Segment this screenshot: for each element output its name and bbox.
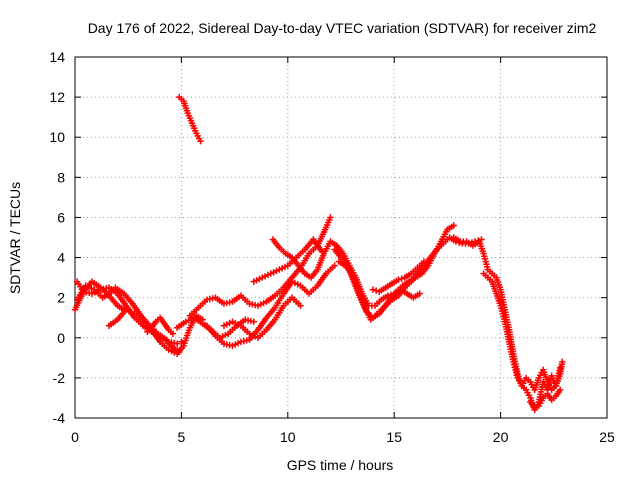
- x-axis-label: GPS time / hours: [287, 457, 394, 473]
- y-tick-label: 2: [57, 290, 65, 306]
- y-axis-label: SDTVAR / TECUs: [7, 182, 23, 294]
- x-tick-label: 15: [386, 429, 402, 445]
- data-point: [420, 258, 428, 265]
- y-tick-label: 14: [49, 49, 65, 65]
- axes-layer: 0 5 10 15 20 25 -4 -2 0 2 4 6 8 10 12 14: [49, 49, 615, 445]
- x-tick-label: 10: [280, 429, 296, 445]
- data-series-track-18: [527, 386, 564, 412]
- data-point: [416, 290, 423, 297]
- data-series-track-14: [335, 222, 457, 323]
- x-tick-label: 20: [493, 429, 509, 445]
- y-tick-label: -2: [53, 370, 66, 386]
- chart-title: Day 176 of 2022, Sidereal Day-to-day VTE…: [88, 20, 597, 36]
- data-series-track-10: [220, 294, 304, 341]
- data-point: [169, 330, 177, 337]
- data-series-track-17: [480, 270, 566, 394]
- data-point: [331, 262, 338, 269]
- data-point: [395, 276, 402, 283]
- y-tick-label: -4: [53, 410, 66, 426]
- data-point: [197, 138, 204, 145]
- y-tick-label: 6: [57, 209, 65, 225]
- data-series-track-6: [176, 93, 204, 145]
- data-point: [531, 404, 538, 412]
- grid-layer: [75, 57, 607, 418]
- data-point: [559, 358, 566, 366]
- data-series-track-5: [144, 314, 177, 337]
- data-point: [369, 286, 377, 293]
- y-tick-label: 8: [57, 169, 65, 185]
- y-tick-label: 0: [57, 330, 65, 346]
- x-tick-label: 5: [178, 429, 186, 445]
- data-series-track-15: [369, 258, 428, 295]
- plot-frame: [74, 56, 608, 419]
- y-tick-label: 12: [49, 89, 65, 105]
- data-point: [398, 275, 405, 282]
- data-point: [250, 318, 257, 325]
- data-point: [327, 214, 334, 221]
- data-layer: [71, 93, 566, 414]
- data-series-track-8: [186, 214, 334, 319]
- data-point: [450, 222, 457, 229]
- x-tick-label: 0: [71, 429, 79, 445]
- data-point: [173, 340, 181, 347]
- data-series-track-4: [105, 306, 206, 358]
- y-tick-label: 10: [49, 129, 65, 145]
- data-point: [556, 386, 564, 394]
- data-series-track-11: [250, 236, 326, 285]
- y-tick-label: 4: [57, 250, 65, 266]
- data-point: [297, 302, 304, 309]
- x-tick-label: 25: [599, 429, 615, 445]
